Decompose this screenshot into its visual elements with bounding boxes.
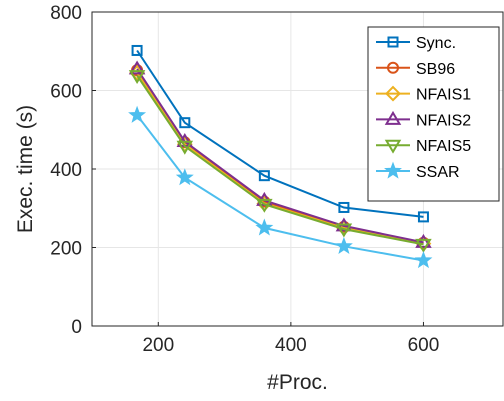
legend-marker: [384, 161, 402, 179]
data-point: [338, 201, 350, 213]
legend-entry: NFAIS2: [376, 110, 471, 129]
y-tick-label: 800: [50, 3, 82, 24]
x-axis-label: #Proc.: [267, 371, 328, 394]
legend-label: NFAIS1: [416, 87, 471, 104]
x-axis-ticks: 200 400 600: [142, 322, 439, 356]
data-point: [415, 233, 432, 248]
legend-label: NFAIS2: [416, 112, 471, 129]
legend-marker: [385, 85, 401, 102]
data-point: [255, 218, 274, 236]
data-point: [179, 117, 191, 129]
series-nfais5: [128, 70, 432, 253]
x-tick-label: 600: [408, 335, 440, 356]
legend-marker: [384, 110, 402, 125]
series-group: [128, 44, 433, 269]
x-tick-label: 200: [142, 335, 174, 356]
legend-entry: SSAR: [376, 161, 460, 181]
data-point: [128, 105, 147, 123]
legend-entry: NFAIS5: [376, 138, 471, 155]
legend-entry: Sync.: [376, 35, 456, 52]
y-axis-label: Exec. time (s): [14, 105, 37, 233]
data-point: [131, 44, 143, 56]
legend-marker: [387, 36, 399, 48]
data-point: [176, 140, 194, 155]
legend-label: NFAIS5: [416, 138, 471, 155]
y-tick-label: 400: [50, 160, 82, 181]
data-point: [417, 211, 429, 223]
data-point: [334, 236, 353, 254]
data-point: [128, 70, 146, 85]
legend-label: SB96: [416, 61, 455, 78]
series-line: [136, 75, 424, 246]
legend-label: SSAR: [416, 164, 460, 181]
legend-marker: [384, 139, 402, 154]
y-tick-label: 0: [71, 317, 82, 338]
legend-marker: [387, 61, 399, 74]
series-sync: [131, 44, 429, 223]
data-point: [414, 251, 433, 269]
data-point: [415, 238, 432, 253]
series-ssar: [128, 105, 433, 269]
y-axis-ticks: 0 200 400 600 800: [50, 3, 96, 338]
series-line: [136, 49, 424, 218]
legend-entry: SB96: [376, 61, 455, 78]
legend-entry: NFAIS1: [376, 85, 471, 104]
data-point: [335, 223, 353, 238]
legend: Sync. SB96 NFAIS1 NFAIS2 NFAIS5 SSAR: [367, 26, 500, 202]
y-tick-label: 600: [50, 82, 82, 103]
data-point: [128, 60, 146, 75]
x-tick-label: 400: [275, 335, 307, 356]
data-point: [256, 198, 273, 213]
legend-label: Sync.: [416, 35, 456, 52]
data-point: [175, 168, 194, 186]
y-tick-label: 200: [50, 239, 82, 260]
data-point: [258, 170, 270, 182]
